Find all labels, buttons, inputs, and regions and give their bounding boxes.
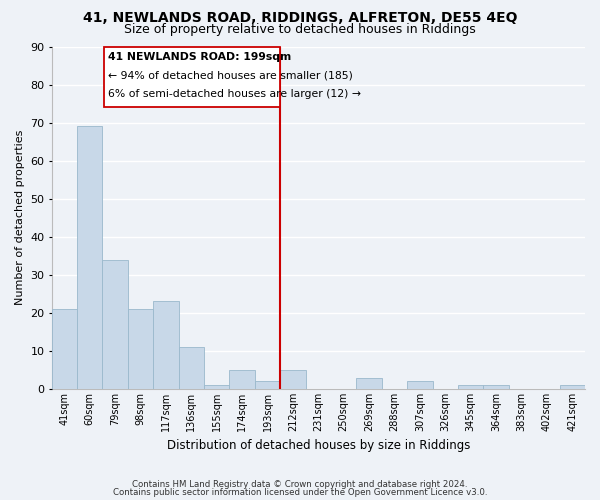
Text: 41, NEWLANDS ROAD, RIDDINGS, ALFRETON, DE55 4EQ: 41, NEWLANDS ROAD, RIDDINGS, ALFRETON, D… bbox=[83, 11, 517, 25]
Y-axis label: Number of detached properties: Number of detached properties bbox=[15, 130, 25, 306]
Bar bbox=[407, 382, 433, 389]
Text: 41 NEWLANDS ROAD: 199sqm: 41 NEWLANDS ROAD: 199sqm bbox=[107, 52, 291, 62]
Bar bbox=[153, 302, 179, 389]
X-axis label: Distribution of detached houses by size in Riddings: Distribution of detached houses by size … bbox=[167, 440, 470, 452]
Bar bbox=[255, 382, 280, 389]
Bar bbox=[52, 309, 77, 389]
Bar bbox=[77, 126, 103, 389]
Bar bbox=[104, 46, 280, 108]
Text: Contains HM Land Registry data © Crown copyright and database right 2024.: Contains HM Land Registry data © Crown c… bbox=[132, 480, 468, 489]
Bar bbox=[179, 347, 204, 389]
Bar bbox=[229, 370, 255, 389]
Bar bbox=[280, 370, 305, 389]
Text: 6% of semi-detached houses are larger (12) →: 6% of semi-detached houses are larger (1… bbox=[107, 89, 361, 99]
Text: Size of property relative to detached houses in Riddings: Size of property relative to detached ho… bbox=[124, 22, 476, 36]
Bar bbox=[484, 385, 509, 389]
Bar bbox=[356, 378, 382, 389]
Bar bbox=[560, 385, 585, 389]
Bar bbox=[458, 385, 484, 389]
Bar bbox=[204, 385, 229, 389]
Bar bbox=[128, 309, 153, 389]
Text: Contains public sector information licensed under the Open Government Licence v3: Contains public sector information licen… bbox=[113, 488, 487, 497]
Bar bbox=[103, 260, 128, 389]
Text: ← 94% of detached houses are smaller (185): ← 94% of detached houses are smaller (18… bbox=[107, 70, 352, 80]
